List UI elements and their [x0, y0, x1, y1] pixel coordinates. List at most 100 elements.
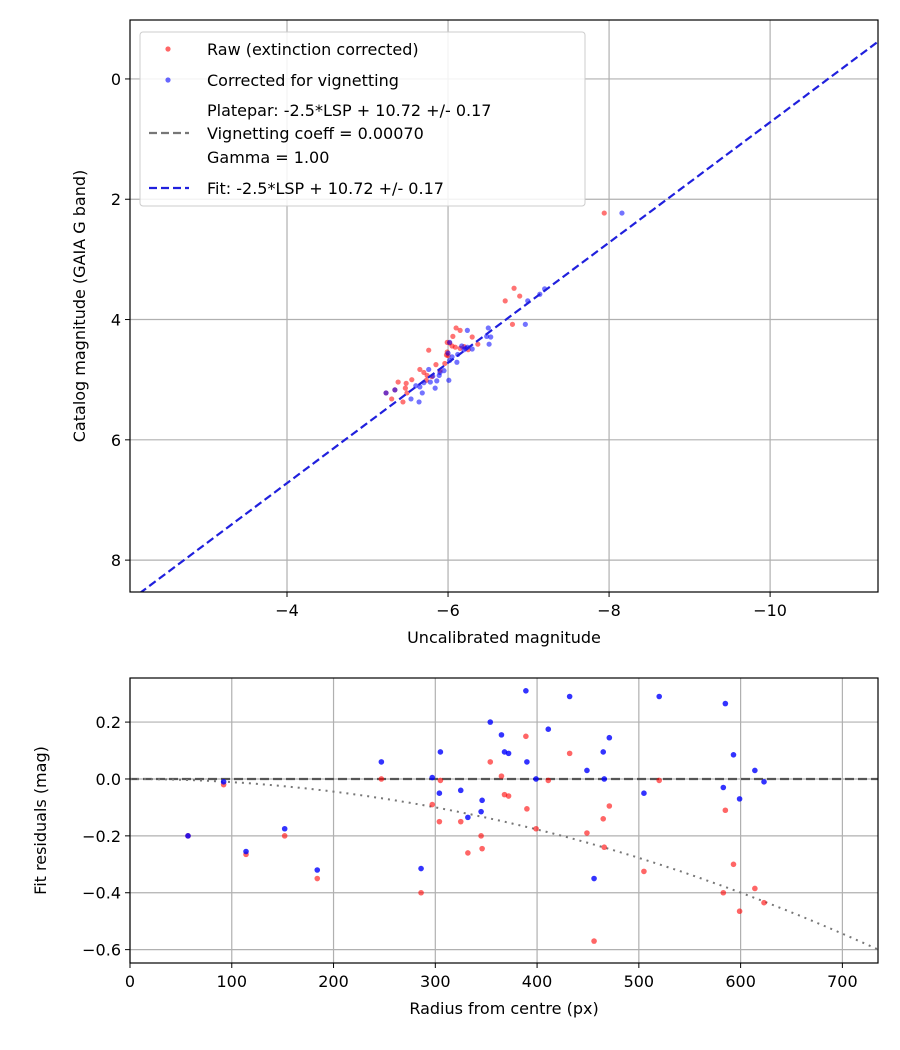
y-tick-label: 0.2 [96, 713, 121, 732]
raw-residual-point [752, 885, 758, 892]
raw-residual-point [736, 908, 743, 915]
raw-point [417, 366, 423, 373]
corrected-residual-point [591, 875, 597, 882]
raw-point [400, 399, 406, 405]
corrected-residual-point [281, 825, 288, 832]
raw-point [502, 298, 508, 304]
legend: Raw (extinction corrected) Corrected for … [139, 31, 586, 207]
corrected-residual-point [730, 751, 737, 758]
raw-point [404, 390, 410, 396]
raw-point [517, 293, 523, 299]
raw-residual-point [281, 833, 288, 839]
x-tick-label: 300 [420, 972, 451, 991]
corrected-residual-point [736, 796, 743, 802]
corrected-point [619, 210, 625, 216]
legend-entry: Raw (extinction corrected) [207, 40, 419, 59]
legend-entry: Corrected for vignetting [207, 71, 399, 90]
corrected-point [427, 379, 433, 385]
corrected-residual-point [641, 790, 647, 796]
raw-residual-point [730, 861, 737, 868]
corrected-point [419, 390, 425, 396]
x-tick-label: 100 [216, 972, 247, 991]
raw-residual-point [606, 803, 613, 809]
corrected-point [392, 387, 398, 393]
x-tick-label: −4 [275, 601, 299, 620]
raw-residual-point [600, 815, 607, 822]
y-axis-label: Fit residuals (mag) [31, 746, 50, 895]
corrected-residual-point [505, 750, 512, 757]
corrected-residual-point [752, 767, 758, 774]
raw-point [450, 333, 456, 339]
raw-residual-point [378, 776, 385, 782]
corrected-point [447, 339, 453, 345]
raw-point [433, 362, 439, 368]
raw-residual-point [641, 868, 647, 875]
corrected-point [383, 390, 389, 396]
y-tick-label: 4 [111, 311, 121, 330]
corrected-residual-point [524, 759, 530, 765]
legend-entry: Platepar: -2.5*LSP + 10.72 +/- 0.17 [207, 101, 491, 120]
raw-residual-point [601, 844, 608, 851]
y-tick-label: −0.2 [82, 827, 121, 846]
plot-area [130, 687, 878, 951]
y-tick-label: 0 [111, 70, 121, 89]
corrected-residual-point [606, 734, 613, 741]
raw-point [509, 321, 516, 327]
corrected-residual-point [487, 719, 494, 725]
corrected-residual-point [498, 732, 505, 738]
corrected-residual-point [566, 693, 573, 700]
corrected-residual-point [600, 749, 607, 755]
raw-point [457, 327, 463, 333]
x-tick-label: 700 [827, 972, 858, 991]
x-tick-label: 200 [318, 972, 349, 991]
corrected-residual-point [533, 776, 539, 782]
corrected-point [485, 325, 491, 331]
raw-residual-point [545, 777, 552, 784]
corrected-point [426, 366, 432, 373]
raw-point [402, 385, 408, 391]
raw-point [395, 379, 401, 385]
corrected-residual-point [465, 814, 471, 821]
corrected-point [416, 399, 422, 405]
corrected-residual-point [436, 790, 443, 796]
raw-residual-point [584, 830, 590, 836]
corrected-residual-point [720, 784, 727, 791]
corrected-residual-point [418, 865, 424, 872]
raw-point [389, 396, 395, 402]
raw-residual-point [457, 818, 464, 825]
corrected-point [488, 334, 494, 340]
raw-point [469, 334, 475, 340]
raw-residual-point [478, 833, 484, 839]
corrected-residual-point [722, 700, 729, 707]
corrected-residual-point [457, 787, 464, 794]
corrected-residual-point [523, 687, 529, 694]
raw-residual-point [436, 818, 443, 825]
raw-point [511, 285, 517, 291]
corrected-residual-point [545, 726, 552, 732]
corrected-point [484, 333, 490, 339]
y-tick-label: −0.4 [82, 884, 121, 903]
raw-point [601, 210, 607, 216]
raw-point [453, 325, 459, 331]
raw-residual-point [761, 899, 767, 906]
raw-residual-point [533, 825, 539, 832]
raw-point [403, 380, 409, 386]
x-tick-label: −6 [436, 601, 460, 620]
corrected-point [446, 377, 452, 383]
y-axis-label: Catalog magnitude (GAIA G band) [70, 170, 89, 442]
raw-residual-point [505, 793, 512, 799]
corrected-residual-point [378, 759, 385, 765]
y-tick-label: 0.0 [96, 770, 121, 789]
raw-residual-point [437, 777, 444, 784]
corrected-point [417, 384, 423, 390]
raw-point [426, 347, 432, 353]
raw-residual-point [566, 750, 573, 757]
y-tick-label: −0.6 [82, 941, 121, 960]
corrected-residual-point [478, 808, 484, 815]
corrected-point [441, 368, 447, 374]
x-tick-label: 400 [522, 972, 553, 991]
raw-residual-point [314, 875, 321, 882]
legend-raw-marker [165, 46, 171, 52]
corrected-residual-point [314, 867, 321, 873]
legend-corrected-marker [165, 77, 171, 83]
